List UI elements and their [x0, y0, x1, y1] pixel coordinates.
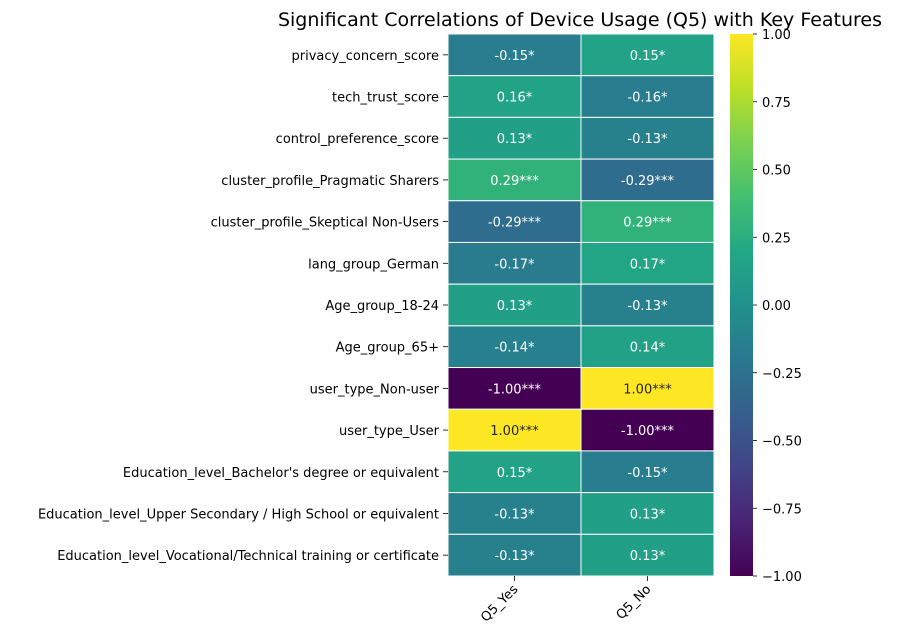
row-label: cluster_profile_Skeptical Non-Users: [211, 216, 440, 231]
heatmap-cell: [580, 241, 715, 285]
row-label: Age_group_65+: [336, 341, 439, 356]
column-label: Q5_No: [614, 582, 655, 623]
colorbar-tick-label: −0.25: [762, 367, 802, 382]
row-label: control_preference_score: [276, 132, 439, 147]
cell-annotation: -0.16*: [627, 91, 668, 106]
heatmap-cell: [580, 116, 715, 160]
heatmap-cell: [580, 200, 715, 243]
heatmap-cell: [447, 75, 582, 118]
heatmap-cell: [580, 325, 715, 369]
row-label: privacy_concern_score: [292, 49, 439, 64]
cell-annotation: -0.13*: [627, 299, 668, 314]
heatmap-cell: [447, 33, 582, 77]
row-label: user_type_User: [339, 424, 440, 439]
row-label: Education_level_Upper Secondary / High S…: [38, 507, 439, 522]
colorbar-tick-label: 0.00: [762, 299, 791, 314]
heatmap-cell: [580, 408, 715, 452]
heatmap-cell: [580, 533, 715, 577]
heatmap-cell: [580, 450, 715, 494]
heatmap-cells: -0.15* 0.15* 0.16* -0.16* 0.13* -0.13* 0.29***…: [447, 33, 715, 577]
cell-annotation: 0.13*: [630, 507, 666, 522]
chart-title: Significant Correlations of Device Usage…: [278, 9, 882, 31]
heatmap-cell: [580, 283, 715, 327]
cell-annotation: 0.29***: [490, 174, 539, 189]
cell-annotation: -0.15*: [494, 49, 535, 64]
cell-annotation: -0.13*: [627, 132, 668, 147]
colorbar-tick-label: −0.75: [762, 502, 802, 517]
colorbar: 1.00 0.75 0.50 0.25 0.00 −0.25 −0.50 −0.75 −1.00: [730, 28, 802, 585]
cell-annotation: -0.17*: [494, 257, 535, 272]
colorbar-gradient: [730, 34, 753, 576]
colorbar-tick-label: 0.75: [762, 96, 791, 111]
cell-annotation: -0.13*: [494, 507, 535, 522]
heatmap-cell: [580, 75, 715, 118]
row-label: cluster_profile_Pragmatic Sharers: [221, 174, 439, 189]
cell-annotation: -1.00***: [621, 424, 675, 439]
cell-annotation: 0.13*: [497, 132, 533, 147]
row-label: lang_group_German: [308, 257, 439, 272]
row-label: Education_level_Vocational/Technical tra…: [57, 549, 439, 564]
cell-annotation: 1.00***: [490, 424, 539, 439]
colorbar-tick-label: 1.00: [762, 28, 791, 43]
heatmap-cell: [447, 492, 582, 535]
heatmap-cell: [580, 492, 715, 535]
cell-annotation: -0.13*: [494, 549, 535, 564]
heatmap-cell: [447, 408, 582, 452]
cell-annotation: -0.15*: [627, 466, 668, 481]
heatmap-cell: [580, 158, 715, 202]
column-label: Q5_Yes: [478, 582, 521, 625]
heatmap-cell: [580, 367, 715, 410]
column-labels: Q5_Yes Q5_No: [478, 576, 654, 625]
cell-annotation: 0.29***: [623, 216, 672, 231]
row-label: Education_level_Bachelor's degree or equ…: [123, 466, 439, 481]
colorbar-tick-label: 0.50: [762, 164, 791, 179]
cell-annotation: 0.13*: [497, 299, 533, 314]
colorbar-tick-label: −0.50: [762, 435, 802, 450]
row-label: user_type_Non-user: [310, 382, 440, 397]
cell-annotation: -0.14*: [494, 341, 535, 356]
row-label: Age_group_18-24: [325, 299, 439, 314]
heatmap-cell: [447, 533, 582, 577]
cell-annotation: 0.17*: [630, 257, 666, 272]
cell-annotation: 0.15*: [630, 49, 666, 64]
colorbar-tick-label: −1.00: [762, 570, 802, 585]
cell-annotation: 0.16*: [497, 91, 533, 106]
row-labels: privacy_concern_score tech_trust_scorecon…: [38, 49, 448, 564]
row-label: tech_trust_score: [332, 91, 439, 106]
cell-annotation: 0.13*: [630, 549, 666, 564]
cell-annotation: -0.29***: [488, 216, 542, 231]
cell-annotation: 0.14*: [630, 341, 666, 356]
cell-annotation: 0.15*: [497, 466, 533, 481]
heatmap-cell: [447, 450, 582, 494]
cell-annotation: -1.00***: [488, 382, 542, 397]
cell-annotation: -0.29***: [621, 174, 675, 189]
heatmap-cell: [580, 33, 715, 77]
cell-annotation: 1.00***: [623, 382, 672, 397]
colorbar-tick-label: 0.25: [762, 231, 791, 246]
